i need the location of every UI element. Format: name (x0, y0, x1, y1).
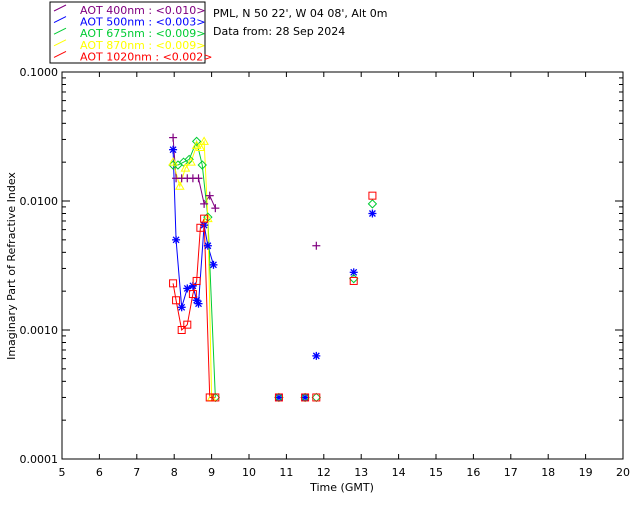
data-point-s1 (274, 393, 283, 402)
legend-label: AOT 675nm : <0.009> (80, 27, 206, 40)
data-point-s4 (172, 296, 181, 305)
data-point-s1 (349, 268, 358, 277)
data-point-s1 (194, 299, 203, 308)
x-tick-label: 18 (541, 466, 555, 479)
data-date: Data from: 28 Sep 2024 (213, 25, 345, 38)
x-tick-label: 17 (504, 466, 518, 479)
x-tick-label: 14 (392, 466, 406, 479)
data-point-s2 (367, 199, 378, 209)
x-tick-label: 19 (579, 466, 593, 479)
data-point-s4 (177, 326, 186, 334)
data-point-s4 (188, 290, 197, 299)
data-point-s4 (301, 393, 310, 402)
data-point-s3 (186, 157, 196, 166)
legend-swatch (53, 27, 67, 35)
data-point-s4 (196, 223, 205, 232)
data-point-s4 (274, 393, 283, 402)
data-point-s1 (301, 393, 310, 402)
data-point-s4 (169, 279, 178, 288)
legend-label: AOT 400nm : <0.010> (80, 4, 206, 17)
x-tick-label: 9 (208, 466, 215, 479)
y-tick-label: 0.1000 (20, 66, 59, 79)
plot-frame (61, 71, 624, 460)
data-point-s1 (209, 260, 218, 269)
data-point-s3 (174, 181, 185, 190)
data-point-s0 (169, 133, 178, 142)
data-point-s0 (211, 204, 220, 213)
x-axis-label: Time (GMT) (309, 481, 374, 494)
legend: AOT 400nm : <0.010>AOT 500nm : <0.003>AO… (49, 1, 213, 64)
data-point-s2 (311, 392, 322, 403)
x-tick-label: 7 (133, 466, 140, 479)
y-tick-label: 0.0100 (20, 195, 59, 208)
data-point-s1 (368, 209, 377, 218)
data-point-s1 (169, 145, 178, 154)
x-tick-label: 15 (429, 466, 443, 479)
data-point-s3 (168, 157, 178, 166)
data-point-s3 (199, 136, 209, 145)
data-point-s4 (211, 393, 220, 402)
x-tick-label: 8 (171, 466, 178, 479)
series-points (168, 133, 378, 403)
site-info: PML, N 50 22', W 04 08', Alt 0m (213, 7, 387, 20)
data-point-s4 (192, 276, 201, 285)
legend-swatch (53, 4, 67, 12)
x-tick-label: 11 (279, 466, 293, 479)
axes: 5 6 7 8 9 10 11 12 13 14 15 16 17 18 19 20 0.0001 0.0010 0… (20, 66, 631, 479)
legend-swatch (53, 16, 67, 24)
x-tick-label: 10 (242, 466, 256, 479)
legend-box (49, 1, 206, 64)
series-line-1 (172, 149, 214, 308)
data-point-s1 (177, 303, 186, 312)
data-point-s1 (203, 241, 212, 250)
data-point-s3 (191, 140, 202, 149)
data-point-s4 (205, 393, 214, 402)
data-point-s4 (368, 191, 377, 200)
y-tick-label: 0.0001 (20, 453, 59, 466)
y-tick-label: 0.0010 (20, 324, 59, 337)
x-tick-label: 16 (466, 466, 480, 479)
data-point-s4 (183, 320, 192, 329)
data-point-s1 (312, 351, 321, 360)
x-tick-label: 12 (317, 466, 331, 479)
x-tick-label: 20 (616, 466, 630, 479)
legend-label: AOT 500nm : <0.003> (80, 16, 206, 29)
y-axis-label: Imaginary Part of Refractive Index (5, 172, 18, 360)
data-point-s1 (172, 235, 181, 244)
legend-swatch (53, 39, 67, 47)
data-point-s2 (197, 160, 207, 170)
data-point-s4 (349, 276, 358, 285)
legend-label: AOT 1020nm : <0.002> (80, 50, 213, 63)
data-point-s3 (195, 142, 206, 151)
x-tick-label: 6 (96, 466, 103, 479)
data-point-s0 (205, 191, 214, 200)
data-point-s2 (191, 136, 202, 147)
series-lines (172, 137, 216, 398)
data-point-s2 (184, 154, 194, 165)
x-tick-label: 13 (354, 466, 368, 479)
data-point-s0 (312, 241, 321, 250)
data-point-s3 (180, 163, 191, 172)
data-point-s4 (200, 214, 209, 223)
legend-label: AOT 870nm : <0.009> (80, 39, 206, 52)
data-point-s4 (312, 393, 321, 402)
data-point-s0 (200, 199, 209, 208)
x-tick-label: 5 (59, 466, 66, 479)
data-point-s0 (194, 174, 203, 183)
legend-swatch (53, 50, 67, 58)
